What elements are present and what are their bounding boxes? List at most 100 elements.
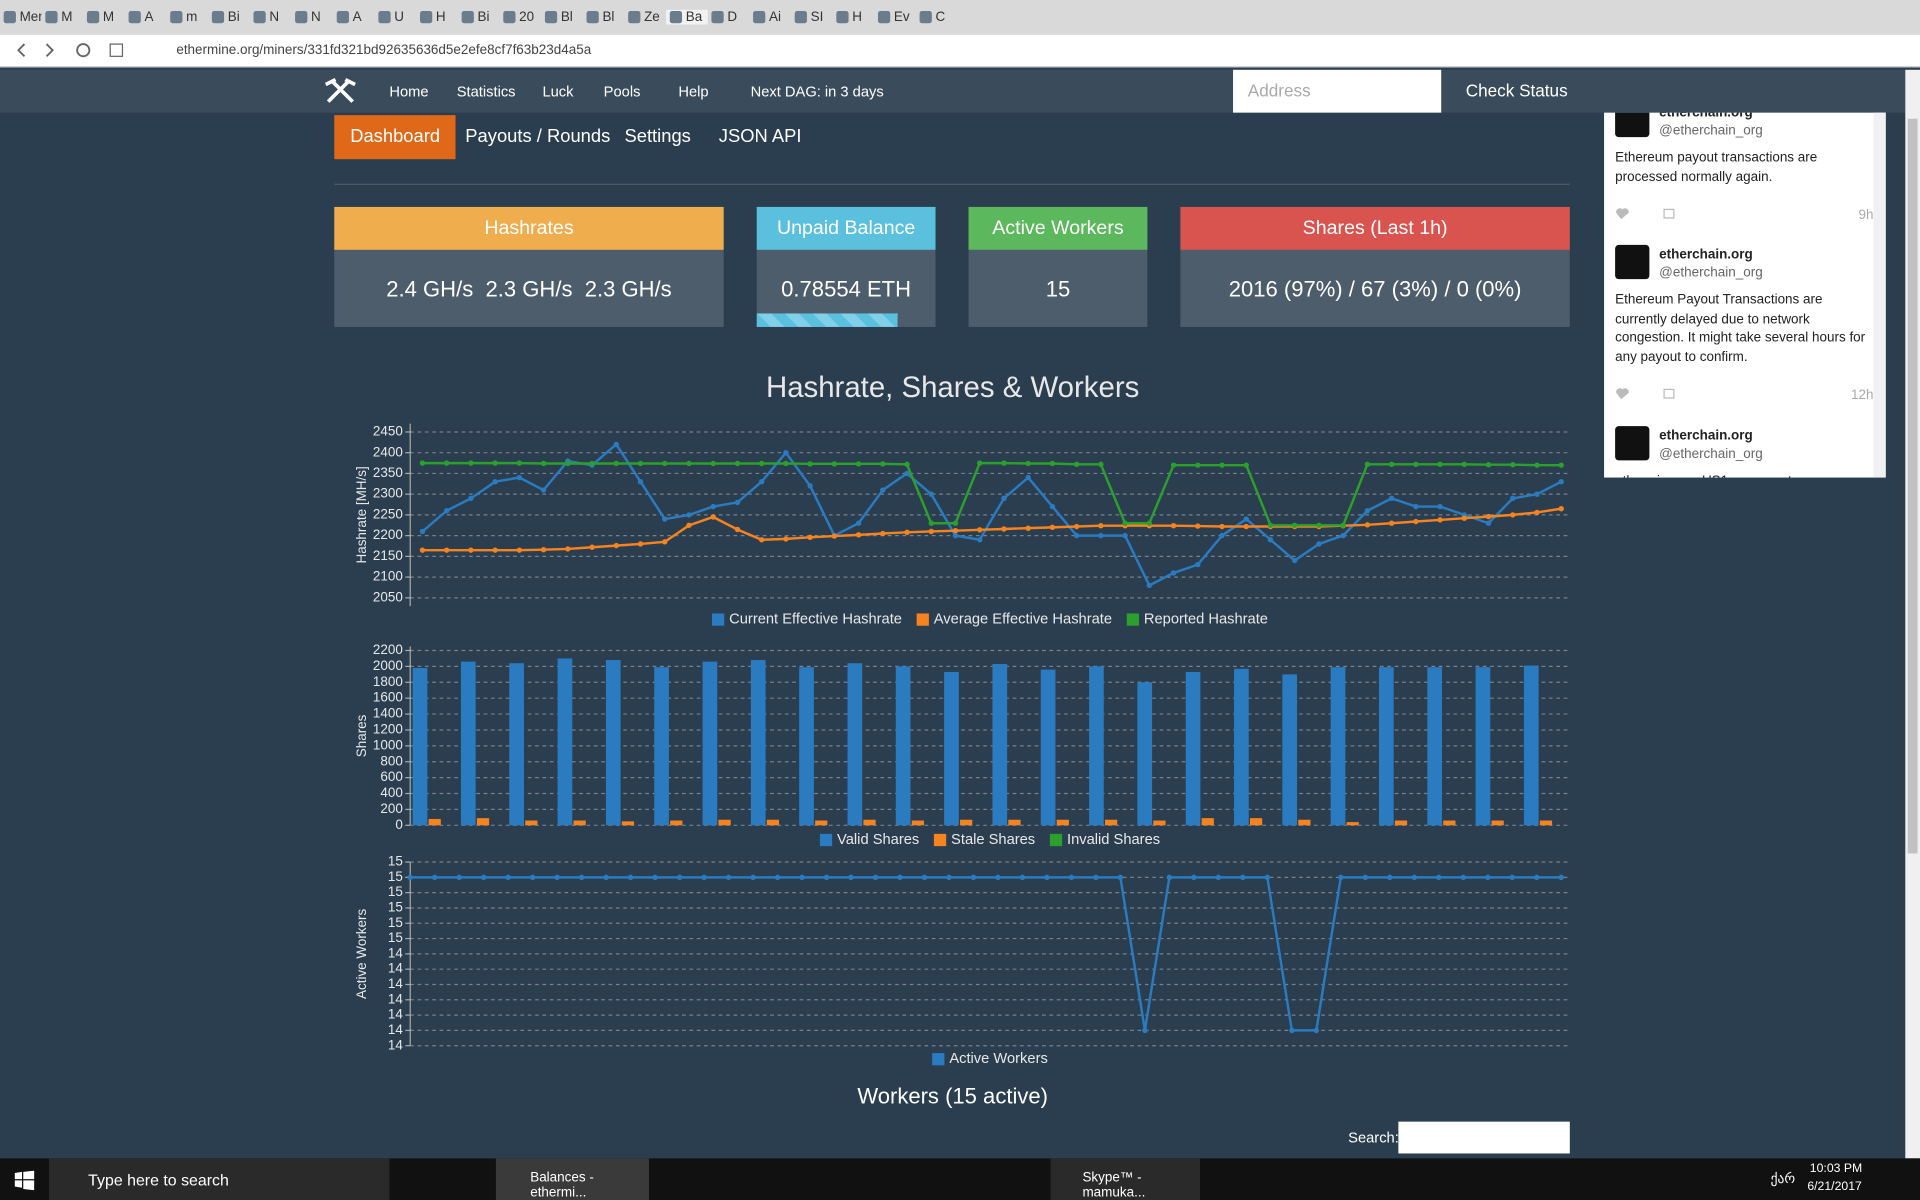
tweet-time: 9h <box>1858 208 1874 223</box>
tab[interactable]: Bl <box>541 10 583 24</box>
subtab[interactable]: Dashboard <box>334 115 456 160</box>
clock-date[interactable]: 6/21/2017 <box>1807 1180 1862 1194</box>
point <box>1388 495 1395 502</box>
point <box>578 874 585 881</box>
point <box>904 529 910 536</box>
tab[interactable]: SI <box>791 10 833 24</box>
scrollbar[interactable] <box>1905 69 1920 1159</box>
tab[interactable]: m <box>167 10 209 24</box>
y-axis-label: Hashrate [MH/s] <box>354 466 369 563</box>
task[interactable]: Balances - ethermi... <box>495 1158 649 1200</box>
task-label: Balances - ethermi... <box>530 1170 594 1200</box>
nav-link[interactable]: Pools <box>603 83 641 101</box>
tab[interactable]: A <box>125 10 167 24</box>
point <box>855 532 862 538</box>
bar <box>1249 818 1263 826</box>
subtab[interactable]: Payouts / Rounds <box>465 126 611 147</box>
point <box>734 526 741 533</box>
point <box>1001 460 1007 466</box>
y-tick-label: 2200 <box>373 642 403 657</box>
legend-label: Average Effective Hashrate <box>934 611 1112 627</box>
point <box>1195 561 1201 568</box>
avatar <box>1615 244 1650 280</box>
bar <box>911 820 924 826</box>
tab[interactable]: D <box>708 10 750 24</box>
tweet-handle: @etherchain_org <box>1659 265 1763 281</box>
address-bar[interactable]: ethermine.org/miners/331fd321bd92635636d… <box>0 34 1920 68</box>
tab[interactable]: U <box>375 10 417 24</box>
nav-link[interactable]: Luck <box>542 83 574 101</box>
language[interactable]: ქარ <box>1770 1171 1796 1187</box>
point <box>1388 520 1395 526</box>
point <box>995 874 1001 881</box>
nav-link[interactable]: Help <box>678 83 709 101</box>
next-dag: Next DAG: in 3 days <box>750 83 884 101</box>
point <box>686 522 692 528</box>
tab[interactable]: N <box>291 10 333 24</box>
subtab[interactable]: JSON API <box>718 126 802 147</box>
y-tick-label: 14 <box>388 1037 403 1052</box>
tab[interactable]: Bl <box>583 10 625 24</box>
tab[interactable]: N <box>250 10 292 24</box>
address-input[interactable]: Address <box>1233 69 1442 113</box>
y-tick-label: 14 <box>388 1022 403 1037</box>
point <box>1073 532 1080 539</box>
tab[interactable]: M <box>83 10 125 24</box>
bar <box>1137 682 1153 826</box>
logo[interactable] <box>323 77 357 106</box>
tab[interactable]: Ze <box>624 10 666 24</box>
point <box>492 479 498 485</box>
tab[interactable]: Ba <box>666 9 708 25</box>
task[interactable]: Skype™ - mamuka... <box>1050 1158 1200 1200</box>
search-input[interactable] <box>1398 1121 1570 1154</box>
search-label: Search: <box>1348 1128 1399 1147</box>
tweet-actions <box>1615 386 1688 404</box>
nav-link[interactable]: Statistics <box>456 83 516 101</box>
tab[interactable]: Bi <box>208 10 250 24</box>
clock-time[interactable]: 10:03 PM <box>1809 1162 1863 1176</box>
y-tick-label: 15 <box>388 854 403 869</box>
tab[interactable]: A <box>333 10 375 24</box>
tab[interactable]: C <box>916 10 958 24</box>
bar <box>670 820 683 826</box>
point <box>1166 874 1173 881</box>
tab[interactable]: Ev <box>874 10 916 24</box>
feed-scrollbar[interactable] <box>1873 112 1886 478</box>
point <box>952 532 959 539</box>
legend: Valid Shares Stale Shares Invalid Shares <box>819 832 1160 848</box>
taskbar-search[interactable]: Type here to search <box>48 1158 390 1200</box>
point <box>407 874 413 881</box>
subtab[interactable]: Settings <box>624 126 691 147</box>
point <box>1534 874 1540 881</box>
point <box>1485 874 1491 881</box>
bar <box>1040 669 1056 826</box>
tab[interactable]: 20 <box>500 10 542 24</box>
tab[interactable]: Ai <box>749 10 791 24</box>
point <box>637 460 644 467</box>
bar <box>799 667 814 826</box>
point <box>468 495 474 502</box>
tab[interactable]: Menu <box>0 10 42 24</box>
tweet-time: 12h <box>1850 388 1874 403</box>
tab[interactable]: H <box>833 10 875 24</box>
tab[interactable]: Bi <box>458 10 500 24</box>
y-tick-label: 1600 <box>373 690 403 705</box>
y-tick-label: 2050 <box>373 589 403 604</box>
tab[interactable]: H <box>416 10 458 24</box>
point <box>1170 570 1177 576</box>
url[interactable]: ethermine.org/miners/331fd321bd92635636d… <box>176 42 592 58</box>
nav-link[interactable]: Home <box>389 83 429 101</box>
point <box>1195 462 1201 468</box>
tweet-handle: @etherchain_org <box>1659 446 1763 462</box>
point <box>1289 1027 1295 1034</box>
scroll-thumb[interactable] <box>1907 118 1918 854</box>
bar <box>1008 819 1021 826</box>
check-status-button[interactable]: Check Status <box>1465 80 1568 101</box>
bar <box>1539 820 1553 826</box>
start-button[interactable] <box>14 1170 35 1191</box>
tweet-text: ethermine.org US1 server outage analysis <box>1615 473 1866 478</box>
point <box>1025 460 1031 467</box>
tab[interactable]: M <box>42 10 84 24</box>
point <box>1558 505 1564 512</box>
point <box>872 874 879 881</box>
